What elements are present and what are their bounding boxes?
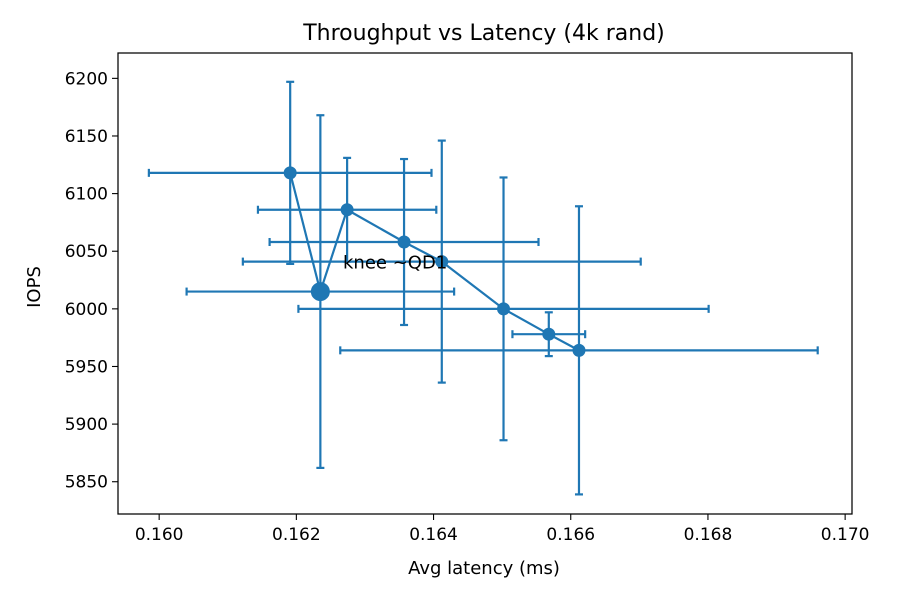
annotation-label: knee ~QD1 bbox=[343, 253, 447, 274]
y-tick-label: 6200 bbox=[65, 69, 108, 89]
axis-ticks: 0.160 0.162 0.164 0.166 0.168 0.170 5850 5900 59… bbox=[65, 69, 870, 545]
x-tick-label: 0.166 bbox=[546, 525, 595, 545]
plot-area-frame bbox=[117, 52, 853, 515]
y-tick-label: 6100 bbox=[65, 185, 108, 205]
highlighted-data-point bbox=[310, 282, 330, 302]
series-line bbox=[289, 172, 580, 352]
data-point bbox=[435, 255, 449, 269]
data-points bbox=[283, 166, 586, 357]
y-tick-label: 6000 bbox=[65, 300, 108, 320]
data-point bbox=[340, 203, 354, 217]
data-point bbox=[542, 327, 556, 341]
y-axis-label: IOPS bbox=[24, 266, 45, 308]
y-tick-label: 5900 bbox=[65, 415, 108, 435]
y-tick-label: 5850 bbox=[65, 473, 108, 493]
y-tick-label: 6050 bbox=[65, 242, 108, 262]
x-tick-label: 0.160 bbox=[135, 525, 184, 545]
y-tick-label: 6150 bbox=[65, 127, 108, 147]
series-line-layer bbox=[289, 172, 580, 352]
data-point bbox=[572, 343, 586, 357]
x-axis-label: Avg latency (ms) bbox=[408, 558, 560, 579]
y-tick-label: 5950 bbox=[65, 357, 108, 377]
data-point bbox=[497, 302, 511, 316]
data-point bbox=[397, 235, 411, 249]
x-tick-label: 0.170 bbox=[821, 525, 870, 545]
chart-title: Throughput vs Latency (4k rand) bbox=[302, 21, 665, 46]
x-tick-label: 0.164 bbox=[409, 525, 458, 545]
annotations: knee ~QD1 bbox=[343, 253, 447, 274]
data-point bbox=[283, 166, 297, 180]
x-tick-label: 0.162 bbox=[272, 525, 321, 545]
x-tick-label: 0.168 bbox=[684, 525, 733, 545]
